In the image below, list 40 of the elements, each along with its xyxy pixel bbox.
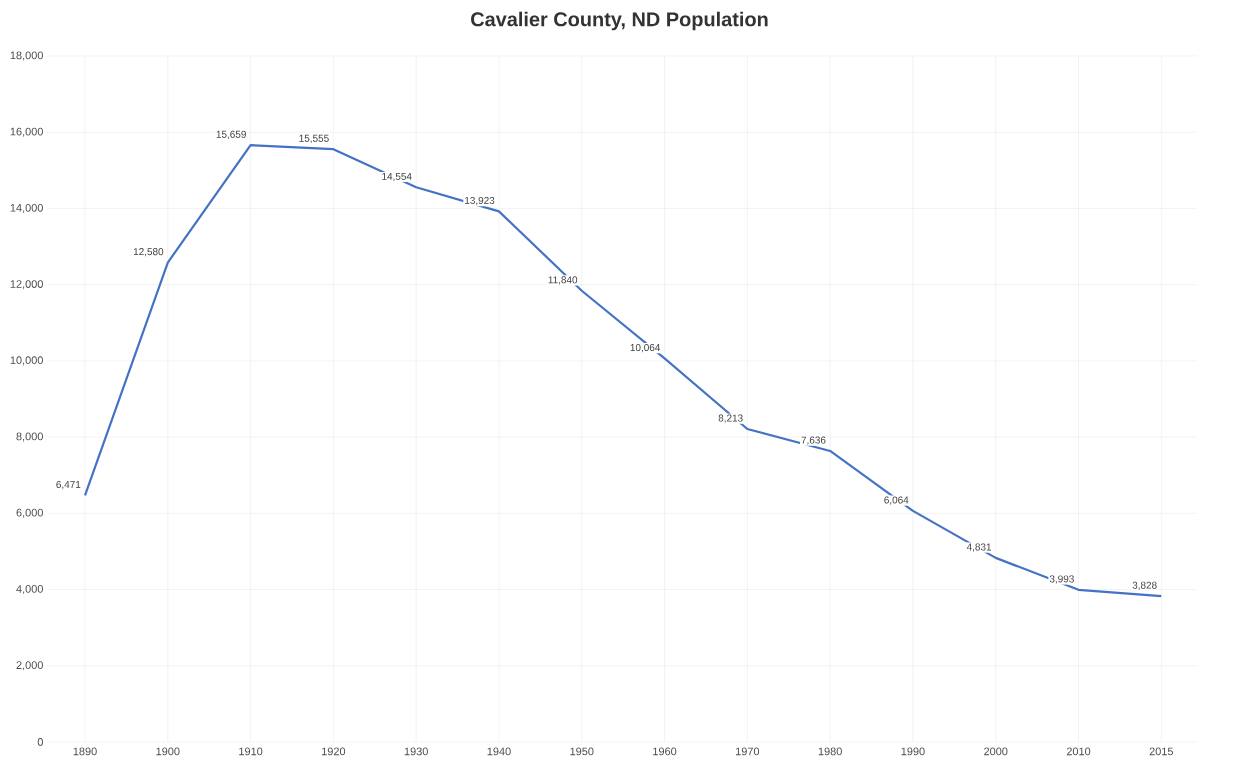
x-tick-label: 2010 — [1066, 747, 1091, 756]
x-tick-label: 1980 — [818, 747, 842, 756]
x-tick-label: 2015 — [1149, 747, 1174, 756]
y-tick-label: 2,000 — [16, 661, 43, 671]
data-label: 3,993 — [1049, 575, 1074, 584]
data-label: 4,831 — [966, 543, 992, 552]
data-label: 3,828 — [1132, 581, 1157, 590]
y-tick-label: 6,000 — [16, 508, 43, 518]
data-label: 8,213 — [718, 414, 743, 423]
line-series — [83, 144, 1163, 598]
y-tick-label: 0 — [37, 738, 43, 746]
x-tick-label: 1950 — [570, 747, 594, 756]
data-label: 11,840 — [548, 276, 578, 285]
x-tick-label: 2000 — [984, 747, 1008, 756]
y-tick-label: 14,000 — [10, 203, 43, 213]
y-tick-label: 18,000 — [10, 51, 43, 61]
y-tick-label: 10,000 — [10, 356, 43, 366]
y-tick-label: 16,000 — [10, 127, 43, 137]
y-tick-label: 12,000 — [10, 280, 43, 290]
data-label: 6,064 — [884, 496, 909, 505]
data-label: 6,471 — [56, 480, 81, 490]
data-label: 10,064 — [630, 344, 661, 353]
data-label: 15,555 — [299, 134, 329, 143]
y-tick-label: 4,000 — [16, 585, 43, 595]
chart-title: Cavalier County, ND Population — [471, 11, 768, 31]
x-tick-label: 1960 — [653, 747, 677, 756]
x-tick-label: 1930 — [404, 747, 428, 756]
y-tick-label: 8,000 — [16, 432, 43, 442]
x-tick-label: 1890 — [73, 747, 97, 756]
data-label: 13,923 — [465, 196, 495, 206]
data-label: 14,554 — [382, 172, 412, 182]
x-tick-label: 1900 — [156, 747, 180, 756]
x-tick-label: 1920 — [322, 747, 346, 756]
x-tick-label: 1940 — [487, 747, 511, 756]
x-tick-label: 1910 — [239, 747, 263, 756]
x-tick-label: 1970 — [735, 747, 760, 756]
x-tick-label: 1990 — [901, 747, 925, 756]
data-label: 7,636 — [801, 436, 826, 445]
data-label: 12,580 — [133, 248, 164, 257]
data-label: 15,659 — [216, 130, 246, 140]
